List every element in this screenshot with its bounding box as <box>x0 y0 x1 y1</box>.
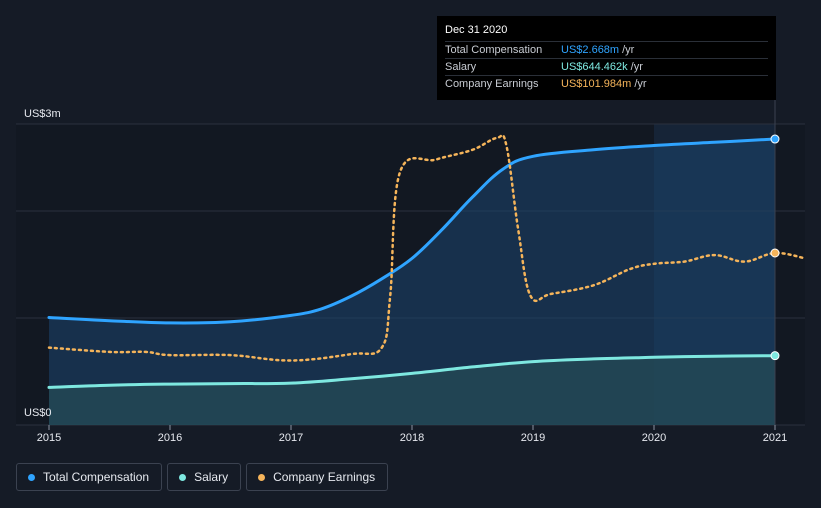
total-compensation-line <box>47 137 777 325</box>
tooltip-value: US$644.462k <box>561 61 628 73</box>
x-tick-label: 2020 <box>642 432 666 444</box>
total-compensation-marker <box>770 134 780 144</box>
tooltip-unit: /yr <box>630 61 643 73</box>
tooltip-value: US$2.668m <box>561 44 620 56</box>
salary-area <box>49 355 775 425</box>
tooltip-unit: /yr <box>622 44 635 56</box>
salary-dot-icon <box>179 473 187 481</box>
x-tick-label: 2019 <box>521 432 545 444</box>
company-earnings-marker <box>770 248 780 258</box>
tooltip-row-salary: Salary US$644.462k /yr <box>445 58 768 75</box>
salary-line <box>47 354 777 389</box>
x-tick-label: 2015 <box>37 432 61 444</box>
tooltip-unit: /yr <box>634 78 647 90</box>
legend-label: Company Earnings <box>273 470 376 484</box>
salary-marker <box>770 351 780 361</box>
total-compensation-area <box>49 139 775 425</box>
hover-tooltip: Dec 31 2020 Total Compensation US$2.668m… <box>437 16 776 100</box>
y-axis-top-label: US$3m <box>24 108 61 120</box>
x-tick-label: 2016 <box>158 432 182 444</box>
company-earnings-line <box>47 133 807 362</box>
tooltip-label: Total Compensation <box>445 44 543 56</box>
series-areas <box>49 139 775 425</box>
y-axis-bottom-label: US$0 <box>24 407 52 419</box>
legend-item-company-earnings[interactable]: Company Earnings <box>246 463 389 491</box>
legend-label: Total Compensation <box>43 470 150 484</box>
total-compensation-dot-icon <box>28 473 35 481</box>
company-earnings-dot-icon <box>258 473 266 481</box>
series-markers <box>770 134 780 361</box>
x-axis-ticks: 2015 2016 2017 2018 2019 2020 2021 <box>37 425 787 444</box>
chart-legend: Total Compensation Salary Company Earnin… <box>16 463 389 491</box>
legend-label: Salary <box>194 470 229 484</box>
tooltip-label: Company Earnings <box>445 78 539 90</box>
tooltip-row-company-earnings: Company Earnings US$101.984m /yr <box>445 75 768 92</box>
x-tick-label: 2017 <box>279 432 303 444</box>
tooltip-label: Salary <box>445 61 477 73</box>
series-lines <box>47 133 807 389</box>
x-tick-label: 2018 <box>400 432 424 444</box>
tooltip-value: US$101.984m <box>561 78 632 90</box>
tooltip-row-total-compensation: Total Compensation US$2.668m /yr <box>445 41 768 58</box>
tooltip-date: Dec 31 2020 <box>445 24 508 36</box>
legend-item-salary[interactable]: Salary <box>167 463 242 491</box>
x-tick-label: 2021 <box>763 432 787 444</box>
legend-item-total-compensation[interactable]: Total Compensation <box>16 463 163 491</box>
